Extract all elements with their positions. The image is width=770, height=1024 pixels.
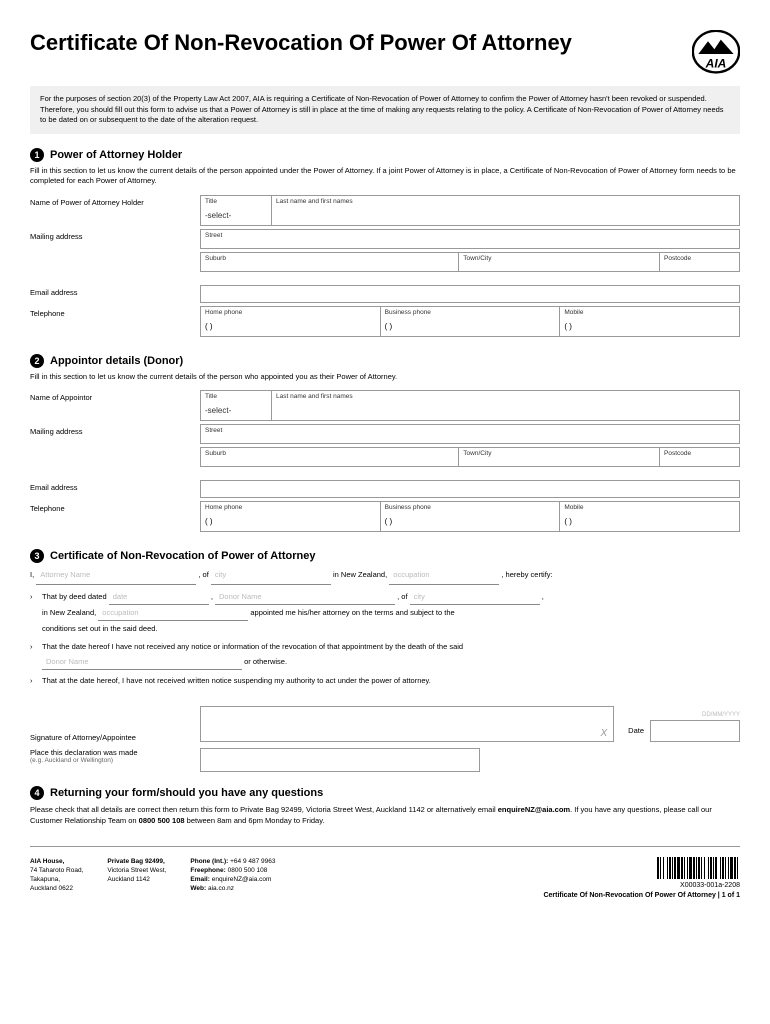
section-1-desc: Fill in this section to let us know the … <box>30 166 740 187</box>
mobile-field[interactable]: Mobile( ) <box>560 306 740 337</box>
business-phone-field[interactable]: Business phone( ) <box>381 306 561 337</box>
occupation-blank[interactable]: occupation <box>389 567 499 585</box>
cert-bullet-2: That the date hereof I have not received… <box>30 639 740 670</box>
section-3-title: Certificate of Non-Revocation of Power o… <box>50 550 315 562</box>
suburb-field-2[interactable]: Suburb <box>200 447 459 467</box>
place-label: Place this declaration was made <box>30 748 200 757</box>
svg-text:AIA: AIA <box>705 57 727 71</box>
form-code: X00033-001a-2208 <box>543 882 740 889</box>
tel-label: Telephone <box>30 306 200 318</box>
lastname-field[interactable]: Last name and first names <box>272 195 740 226</box>
place-field[interactable] <box>200 748 480 772</box>
town-field-2[interactable]: Town/City <box>459 447 660 467</box>
suburb-field[interactable]: Suburb <box>200 252 459 272</box>
date-blank[interactable]: date <box>109 589 209 605</box>
business-phone-field-2[interactable]: Business phone( ) <box>381 501 561 532</box>
cert-bullet-3: That at the date hereof, I have not rece… <box>30 673 740 688</box>
section-2-desc: Fill in this section to let us know the … <box>30 372 740 383</box>
page-title: Certificate Of Non-Revocation Of Power O… <box>30 30 572 56</box>
section-4-title: Returning your form/should you have any … <box>50 787 323 799</box>
cert-intro: I, Attorney Name , of city in New Zealan… <box>30 567 740 585</box>
section-4-num: 4 <box>30 786 44 800</box>
attorney-name-blank[interactable]: Attorney Name <box>36 567 196 585</box>
section-1-title: Power of Attorney Holder <box>50 149 182 161</box>
title-field-2[interactable]: Title -select- <box>200 390 272 421</box>
donor-blank-2[interactable]: Donor Name <box>42 654 242 670</box>
street-field[interactable]: Street <box>200 229 740 249</box>
date-label: Date <box>628 726 644 735</box>
section-2-num: 2 <box>30 354 44 368</box>
title-field[interactable]: Title -select- <box>200 195 272 226</box>
mobile-field-2[interactable]: Mobile( ) <box>560 501 740 532</box>
footer: AIA House, 74 Taharoto Road, Takapuna, A… <box>30 846 740 899</box>
date-hint: DD/MM/YYYY <box>628 712 740 718</box>
city-blank-2[interactable]: city <box>410 589 540 605</box>
date-field[interactable] <box>650 720 740 742</box>
email-label: Email address <box>30 285 200 297</box>
city-blank[interactable]: city <box>211 567 331 585</box>
email-label-2: Email address <box>30 480 200 492</box>
place-sub: (e.g. Auckland or Wellington) <box>30 757 200 764</box>
sig-label: Signature of Attorney/Appointee <box>30 733 200 742</box>
town-field[interactable]: Town/City <box>459 252 660 272</box>
postcode-field-2[interactable]: Postcode <box>660 447 740 467</box>
lastname-field-2[interactable]: Last name and first names <box>272 390 740 421</box>
street-field-2[interactable]: Street <box>200 424 740 444</box>
postcode-field[interactable]: Postcode <box>660 252 740 272</box>
return-text: Please check that all details are correc… <box>30 804 740 827</box>
cert-bullet-1: That by deed dated date , Donor Name , o… <box>30 589 740 636</box>
page-info: Certificate Of Non-Revocation Of Power O… <box>543 892 740 899</box>
home-phone-field[interactable]: Home phone( ) <box>200 306 381 337</box>
tel-label-2: Telephone <box>30 501 200 513</box>
name-label: Name of Power of Attorney Holder <box>30 195 200 207</box>
donor-blank[interactable]: Donor Name <box>215 589 395 605</box>
section-2-title: Appointor details (Donor) <box>50 355 183 367</box>
mail-label-2: Mailing address <box>30 424 200 436</box>
email-field-2[interactable] <box>200 480 740 498</box>
email-field[interactable] <box>200 285 740 303</box>
signature-field[interactable]: X <box>200 706 614 742</box>
section-3-num: 3 <box>30 549 44 563</box>
intro-text: For the purposes of section 20(3) of the… <box>30 86 740 134</box>
home-phone-field-2[interactable]: Home phone( ) <box>200 501 381 532</box>
barcode <box>543 857 740 879</box>
aia-logo: AIA <box>692 30 740 74</box>
section-1-num: 1 <box>30 148 44 162</box>
mail-label: Mailing address <box>30 229 200 241</box>
appointor-name-label: Name of Appointor <box>30 390 200 402</box>
occupation-blank-2[interactable]: occupation <box>98 605 248 621</box>
